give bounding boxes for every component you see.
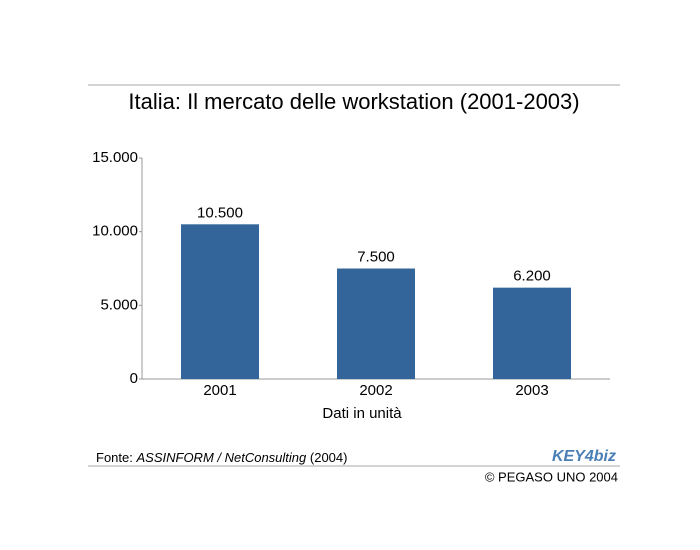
bar [337, 268, 415, 379]
value-label: 6.200 [513, 268, 551, 285]
bar [181, 224, 259, 379]
value-label: 7.500 [357, 248, 395, 265]
logo: KEY4biz [552, 448, 616, 465]
chart-title: Italia: Il mercato delle workstation (20… [128, 89, 579, 114]
source-year: (2004) [310, 450, 348, 465]
bar [493, 287, 571, 379]
x-tick-label: 2002 [359, 382, 392, 399]
source-name: ASSINFORM / NetConsulting [135, 450, 307, 465]
x-axis-label: Dati in unità [322, 405, 402, 422]
source: Fonte: ASSINFORM / NetConsulting (2004) [96, 450, 347, 465]
source-prefix: Fonte: [96, 450, 133, 465]
y-tick-label: 15.000 [92, 149, 138, 166]
copyright: © PEGASO UNO 2004 [485, 469, 618, 484]
x-tick-label: 2001 [203, 382, 236, 399]
y-tick-label: 10.000 [92, 223, 138, 240]
y-tick-label: 0 [130, 370, 138, 387]
x-tick-label: 2003 [515, 382, 548, 399]
y-tick-label: 5.000 [100, 296, 138, 313]
value-label: 10.500 [197, 204, 243, 221]
